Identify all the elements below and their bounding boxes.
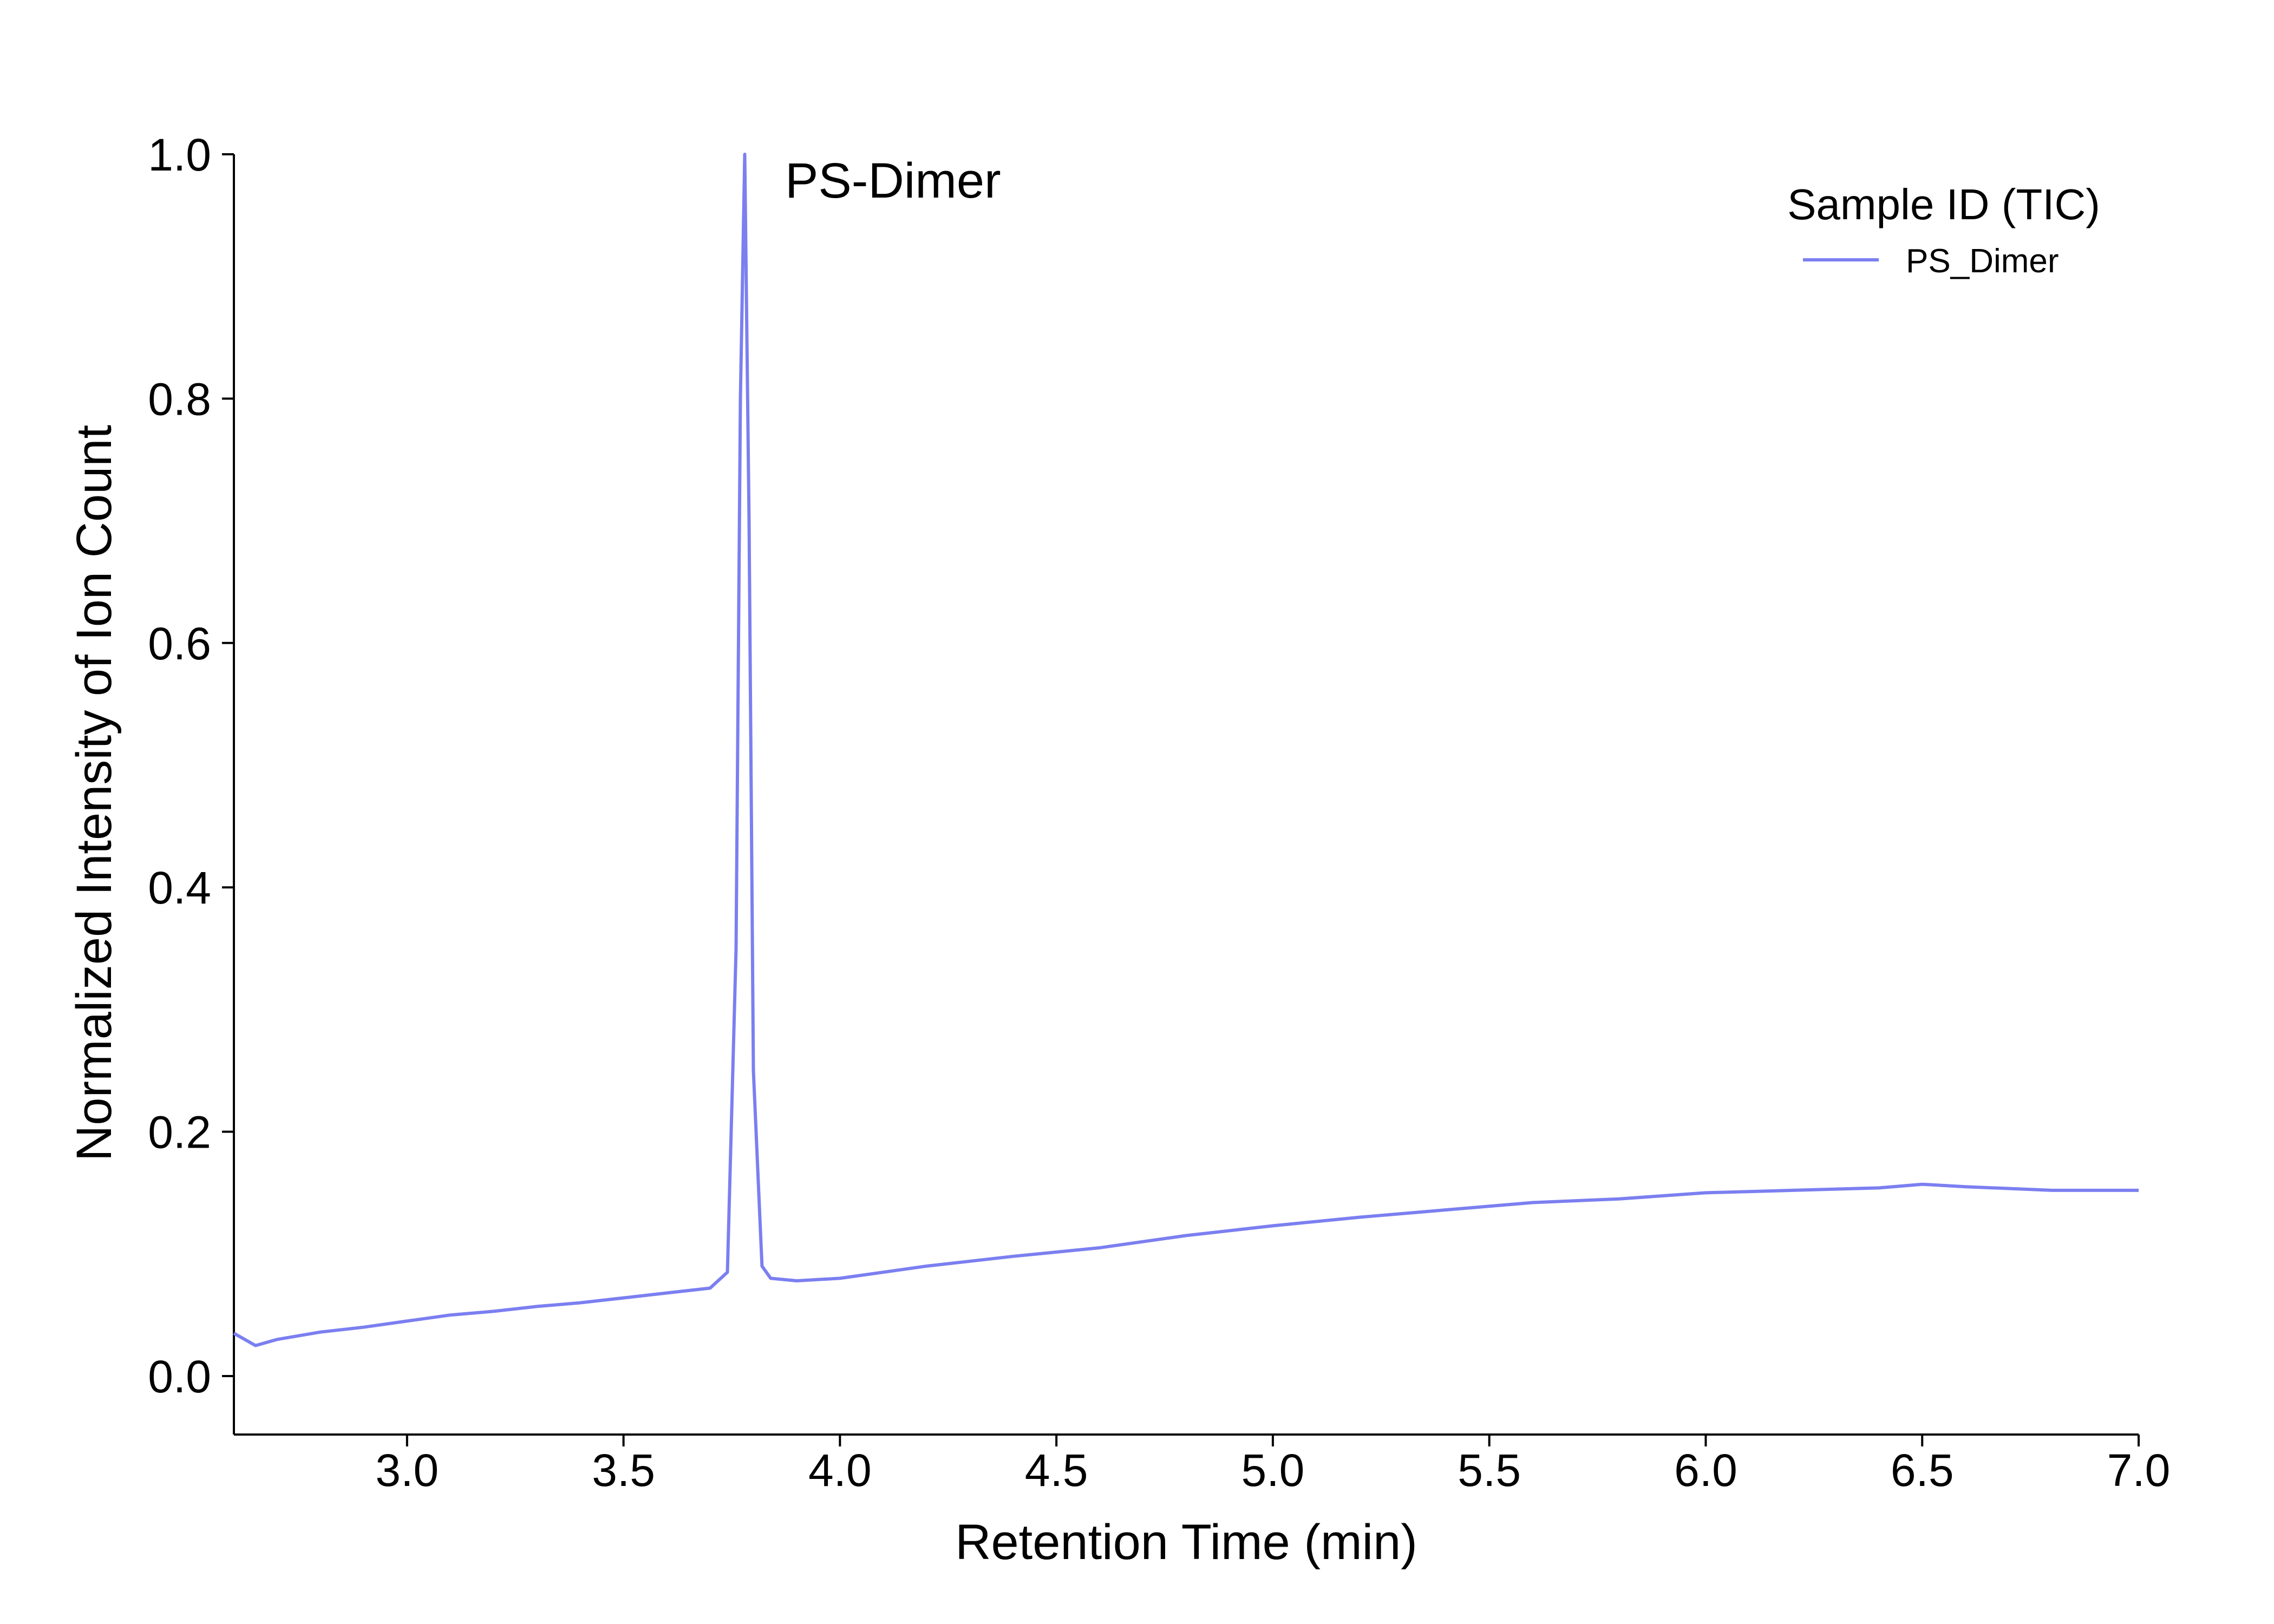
x-tick-label: 7.0 [2107,1445,2171,1496]
x-axis-title: Retention Time (min) [955,1515,1417,1570]
y-tick-label: 0.4 [148,862,211,913]
plot-area: 3.0 3.5 4.0 4.5 5.0 5.5 6.0 6.5 7.0 0.0 0.2 0.4 0.6… [148,129,2170,1496]
x-tick-label: 6.5 [1891,1445,1954,1496]
x-tick-label: 3.0 [375,1445,439,1496]
x-ticks: 3.0 3.5 4.0 4.5 5.0 5.5 6.0 6.5 7.0 [375,1435,2170,1496]
peak-annotation: PS-Dimer [785,153,1001,208]
x-tick-label: 6.0 [1674,1445,1737,1496]
x-tick-label: 5.5 [1458,1445,1521,1496]
y-tick-label: 0.6 [148,618,211,669]
y-tick-label: 1.0 [148,129,211,180]
legend-title: Sample ID (TIC) [1787,180,2100,228]
series-line-ps-dimer [233,153,2139,1347]
legend-entry-ps-dimer: PS_Dimer [1906,243,2059,280]
y-tick-label: 0.8 [148,374,211,424]
legend: Sample ID (TIC) PS_Dimer [1787,180,2100,280]
x-tick-label: 3.5 [592,1445,655,1496]
x-tick-label: 4.0 [808,1445,872,1496]
y-tick-label: 0.2 [148,1107,211,1158]
x-tick-label: 5.0 [1241,1445,1305,1496]
x-tick-label: 4.5 [1025,1445,1088,1496]
y-ticks: 0.0 0.2 0.4 0.6 0.8 1.0 [148,129,234,1402]
y-axis-title: Normalized Intensity of Ion Count [67,425,122,1161]
y-tick-label: 0.0 [148,1351,211,1402]
